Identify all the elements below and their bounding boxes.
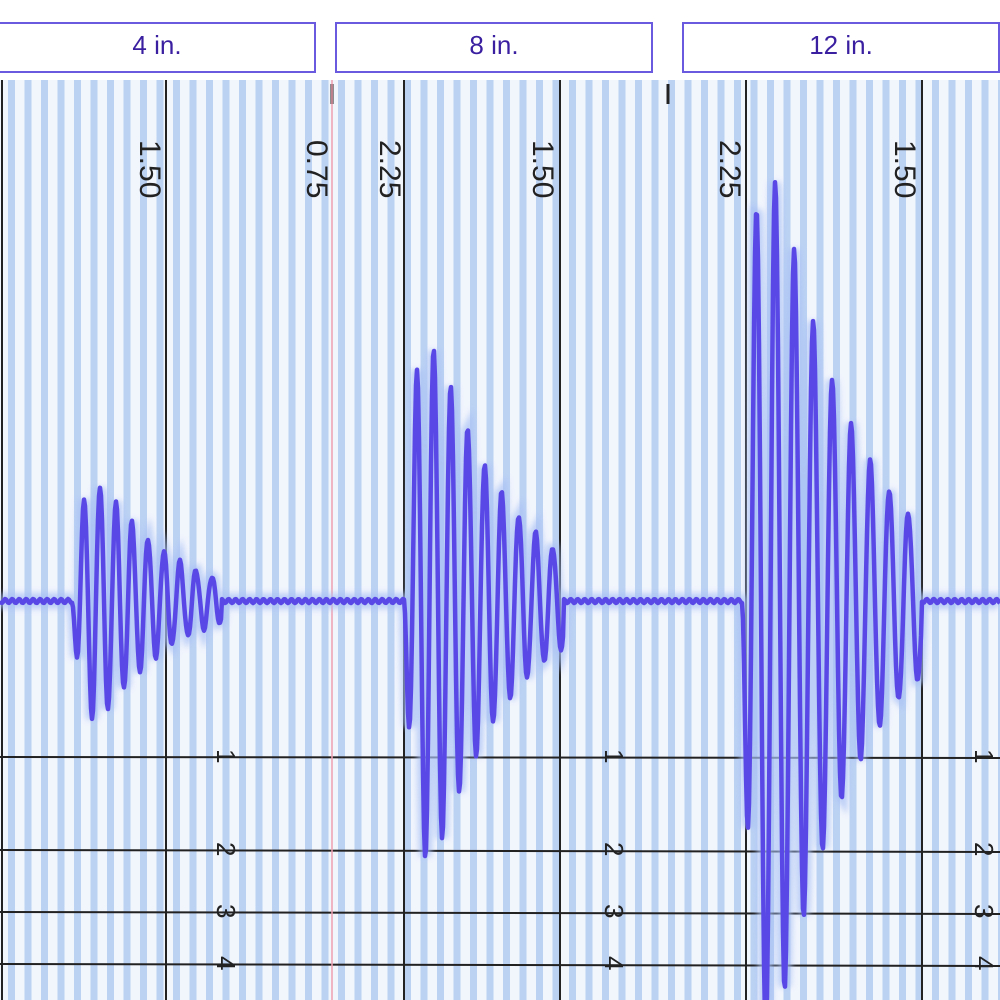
tab[interactable] [682,22,1000,73]
grid-stripe [602,80,609,1000]
row-label: 3 [211,904,241,918]
row-label: 4 [969,956,999,970]
grid-stripe [338,80,345,1000]
grid-stripe [932,80,939,1000]
grid-stripe [387,80,395,1000]
row-label: 3 [599,904,629,918]
scale-label: 2.25 [713,140,746,198]
tab-label[interactable]: 4 in. [132,30,181,60]
scale-label: 1.50 [526,140,559,198]
grid-stripe [569,80,576,1000]
tab-bar: 4 in. 8 in. 12 in. [0,22,1000,73]
row-label: 1 [211,749,241,763]
grid-stripe [965,80,972,1000]
grid-stripe [354,80,362,1000]
scale-label: 2.25 [373,140,406,198]
grid-stripe [321,80,329,1000]
grid-stripe [173,80,180,1000]
scale-labels: 1.50 0.75 2.25 1.50 2.25 1.50 [133,140,921,198]
row-label: 1 [599,749,629,763]
grid-stripe [288,80,296,1000]
grid-stripe [57,80,65,1000]
tab[interactable] [0,22,316,73]
plot: 1.50 0.75 2.25 1.50 2.25 1.50 1 2 3 4 1 2 3 4 1 2… [0,80,1000,1000]
grid-stripe [585,80,593,1000]
grid-stripe [24,80,32,1000]
scale-label: 0.75 [300,140,333,198]
grid-stripe [635,80,642,1000]
row-label: 1 [969,749,999,763]
grid-stripe [948,80,956,1000]
grid-stripe [684,80,692,1000]
grid-stripe [239,80,246,1000]
grid-stripe [371,80,378,1000]
scale-label: 1.50 [888,140,921,198]
grid-stripe [206,80,213,1000]
grid-stripe [222,80,230,1000]
grid-stripe [41,80,48,1000]
grid-stripe [717,80,725,1000]
grid-stripe [915,80,923,1000]
tab[interactable] [335,22,653,73]
grid-stripe [668,80,675,1000]
grid-stripe [305,80,312,1000]
tab-label[interactable]: 8 in. [469,30,518,60]
grid-stripe [701,80,708,1000]
grid-stripe [255,80,263,1000]
waveform [0,180,1000,1000]
grid-stripe [8,80,15,1000]
grid-stripe [156,80,164,1000]
grid-stripe [552,80,560,1000]
grid-stripe [981,80,989,1000]
row-label: 2 [969,842,999,856]
grid-stripe [189,80,197,1000]
row-label: 4 [599,956,629,970]
row-label: 3 [969,904,999,918]
tab-label[interactable]: 12 in. [809,30,873,60]
row-labels: 1 2 3 4 1 2 3 4 1 2 3 4 [211,749,999,970]
grid-stripe [272,80,279,1000]
grid-stripe [734,80,741,1000]
row-label: 4 [211,956,241,970]
row-label: 2 [599,842,629,856]
scale-label: 1.50 [133,140,166,198]
grid-stripe [618,80,626,1000]
grid-stripe [651,80,659,1000]
row-label: 2 [211,842,241,856]
major-lines [0,80,1000,1000]
grid-stripe [998,80,1000,1000]
